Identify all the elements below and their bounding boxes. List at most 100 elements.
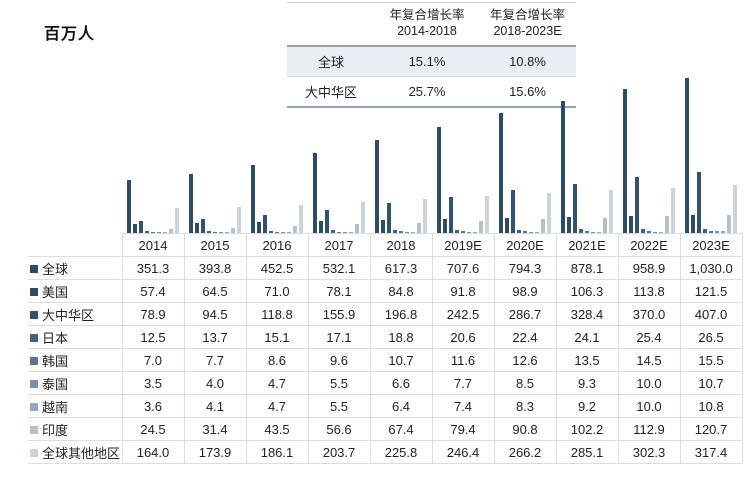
value-cell: 67.4 [369, 417, 433, 441]
bar [417, 222, 421, 233]
bar [709, 230, 713, 233]
bar [473, 231, 477, 233]
bar [437, 126, 441, 233]
bar [467, 231, 471, 233]
value-cell: 120.7 [679, 417, 743, 441]
bar [381, 220, 385, 233]
year-header-cell: 2014 [121, 233, 185, 257]
series-label: 越南 [42, 399, 69, 415]
value-cell: 78.1 [307, 279, 371, 303]
cagr-value: 10.8% [479, 45, 576, 77]
bar-group-2015 [184, 70, 246, 233]
value-cell: 13.7 [183, 325, 247, 349]
bar [609, 190, 613, 233]
bar-group-2016 [246, 70, 308, 233]
value-cell: 9.6 [307, 348, 371, 372]
cagr-row-global: 全球 15.1% 10.8% [287, 45, 576, 77]
bar [189, 173, 193, 233]
bar [517, 229, 521, 233]
year-header-cell: 2019E [431, 233, 495, 257]
value-cell: 56.6 [307, 417, 371, 441]
value-cell: 328.4 [555, 302, 619, 326]
bar [573, 183, 577, 233]
series-label: 全球其他地区 [42, 445, 121, 461]
value-cell: 14.5 [617, 348, 681, 372]
value-cell: 94.5 [183, 302, 247, 326]
value-cell: 4.7 [245, 394, 309, 418]
year-header-cell: 2021E [555, 233, 619, 257]
bar [455, 229, 459, 233]
bar [399, 231, 403, 233]
series-label-cell: 全球 [28, 256, 123, 280]
value-cell: 302.3 [617, 440, 681, 464]
value-cell: 121.5 [679, 279, 743, 303]
bar [275, 231, 279, 233]
bar [157, 232, 161, 233]
bar-group-2019E [432, 70, 494, 233]
bar [567, 217, 571, 233]
bar [355, 224, 359, 233]
value-cell: 18.8 [369, 325, 433, 349]
series-label-cell: 印度 [28, 417, 123, 441]
cagr-header-line1: 年复合增长率 [389, 8, 465, 22]
bar [733, 185, 737, 233]
legend-swatch-icon [30, 334, 38, 343]
bar [547, 192, 551, 233]
cagr-header-2018-2023e: 年复合增长率 2018-2023E [479, 2, 576, 47]
value-cell: 102.2 [555, 417, 619, 441]
bar [411, 232, 415, 233]
table-row: 全球 351.3 393.8 452.5 532.1 617.3 707.6 794.3 878… [28, 256, 743, 280]
bar [443, 219, 447, 233]
value-cell: 286.7 [493, 302, 557, 326]
value-cell: 98.9 [493, 279, 557, 303]
value-cell: 452.5 [245, 256, 309, 280]
value-cell: 15.5 [679, 348, 743, 372]
bar [691, 214, 695, 233]
bar [225, 232, 229, 233]
value-cell: 8.3 [493, 394, 557, 418]
bar [641, 229, 645, 233]
value-cell: 9.3 [555, 371, 619, 395]
value-cell: 91.8 [431, 279, 495, 303]
series-label-cell: 大中华区 [28, 302, 123, 326]
value-cell: 242.5 [431, 302, 495, 326]
legend-swatch-icon [30, 357, 38, 366]
value-cell: 8.5 [493, 371, 557, 395]
bar [721, 231, 725, 233]
bar [287, 232, 291, 233]
cagr-summary-table: 年复合增长率 2014-2018 年复合增长率 2018-2023E 全球 15… [287, 2, 576, 108]
bar [561, 100, 565, 233]
bar [461, 231, 465, 233]
series-label: 美国 [42, 284, 69, 300]
value-cell: 20.6 [431, 325, 495, 349]
bar [201, 218, 205, 233]
bar [139, 221, 143, 233]
bar [499, 113, 503, 233]
table-corner-cell [28, 233, 123, 257]
value-cell: 90.8 [493, 417, 557, 441]
value-cell: 7.7 [431, 371, 495, 395]
value-cell: 5.5 [307, 371, 371, 395]
value-cell: 8.6 [245, 348, 309, 372]
table-row: 韩国 7.0 7.7 8.6 9.6 10.7 11.6 12.6 13.5 14.5 15.5 [28, 348, 743, 372]
y-axis-unit-label: 百万人 [44, 26, 96, 43]
value-cell: 285.1 [555, 440, 619, 464]
bar [665, 216, 669, 233]
bar [213, 231, 217, 233]
bar [423, 199, 427, 233]
bar [535, 231, 539, 233]
cagr-row-greater-china: 大中华区 25.7% 15.6% [287, 76, 576, 108]
legend-swatch-icon [30, 265, 38, 274]
value-cell: 196.8 [369, 302, 433, 326]
value-cell: 4.1 [183, 394, 247, 418]
value-cell: 57.4 [121, 279, 185, 303]
value-cell: 10.7 [679, 371, 743, 395]
value-cell: 4.7 [245, 371, 309, 395]
legend-swatch-icon [30, 403, 38, 412]
bar [597, 231, 601, 233]
value-cell: 113.8 [617, 279, 681, 303]
bar [647, 230, 651, 233]
bar [671, 187, 675, 233]
value-cell: 106.3 [555, 279, 619, 303]
